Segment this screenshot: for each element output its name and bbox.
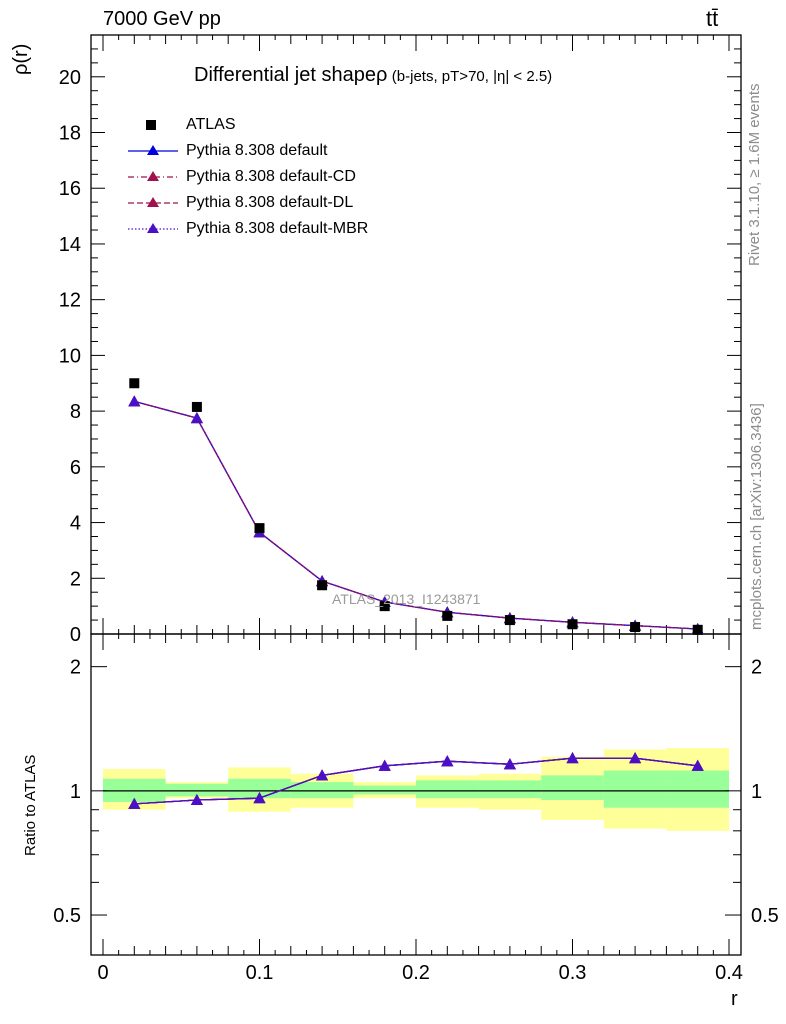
stat-uncertainty-band: [666, 770, 729, 808]
mc-data-point: [190, 412, 203, 424]
stat-uncertainty-band: [603, 770, 667, 808]
ratio-data-point: [566, 752, 579, 764]
legend: ATLAS Pythia 8.308 default Pythia 8.308 …: [120, 112, 368, 242]
atlas-data-point: [191, 401, 202, 412]
ratio-series-line: [134, 757, 698, 805]
energy-label: 7000 GeV pp: [103, 8, 221, 30]
y-tick-label: 18: [59, 123, 81, 145]
legend-line-dashdot-icon: [128, 171, 178, 181]
stat-uncertainty-band: [416, 780, 479, 799]
atlas-data-point: [567, 619, 578, 630]
ratio-data-point: [190, 794, 203, 806]
ratio-data-point: [503, 758, 516, 770]
y-tick-label: 8: [70, 401, 81, 423]
ratio-data-point: [316, 769, 329, 781]
y-tick-label: 4: [70, 513, 81, 535]
stat-uncertainty-band: [290, 782, 354, 799]
ratio-data-point: [253, 792, 266, 804]
x-tick-label: 0.2: [402, 962, 430, 984]
legend-marker-square-icon: [146, 120, 156, 130]
x-tick-label: 0.4: [715, 962, 743, 984]
legend-label: Pythia 8.308 default: [186, 142, 328, 159]
atlas-data-point: [254, 523, 265, 534]
rivet-label: Rivet 3.1.10, ≥ 1.6M events: [746, 83, 763, 267]
analysis-watermark: ATLAS_2013_I1243871: [332, 591, 481, 607]
ratio-y-tick-label: 1: [751, 781, 762, 803]
y-tick-label: 0: [70, 624, 81, 646]
mc-series-line: [134, 400, 698, 630]
y-tick-label: 2: [70, 568, 81, 590]
y-tick-label: 12: [59, 290, 81, 312]
x-tick-label: 0.3: [559, 962, 587, 984]
title-main: Differential jet shapeρ: [194, 64, 388, 86]
ratio-y-tick-label: 1: [70, 781, 81, 803]
ratio-data-point: [128, 797, 141, 809]
ratio-data-point: [441, 755, 454, 767]
stat-uncertainty-band: [228, 778, 291, 799]
legend-label: ATLAS: [186, 116, 236, 133]
ratio-y-tick-label: 2: [70, 657, 81, 679]
x-axis-label: r: [731, 988, 738, 1010]
legend-entry-dl: Pythia 8.308 default-DL: [120, 190, 368, 216]
legend-line-dotted-icon: [128, 223, 178, 233]
atlas-data-point: [317, 580, 328, 591]
atlas-data-point: [504, 615, 515, 626]
y-tick-label: 6: [70, 457, 81, 479]
x-tick-label: 0.1: [246, 962, 274, 984]
atlas-data-point: [692, 624, 703, 635]
title-sub: (b-jets, pT>70, |η| < 2.5): [391, 68, 553, 85]
stat-uncertainty-band: [478, 780, 542, 799]
atlas-data-point: [442, 610, 453, 621]
y-tick-label: 20: [59, 67, 81, 89]
legend-entry-atlas: ATLAS: [120, 112, 368, 138]
ratio-data-point: [629, 752, 642, 764]
legend-line-solid-icon: [128, 145, 178, 155]
stat-uncertainty-band: [353, 785, 416, 795]
y-tick-label: 14: [59, 234, 81, 256]
atlas-data-point: [379, 601, 390, 612]
ratio-y-tick-label: 0.5: [751, 905, 779, 927]
legend-entry-default: Pythia 8.308 default: [120, 138, 368, 164]
x-tick-label: 0: [97, 962, 108, 984]
ratio-y-axis-label: Ratio to ATLAS: [22, 754, 39, 856]
y-tick-label: 10: [59, 345, 81, 367]
y-axis-label: ρ(r): [10, 43, 32, 75]
ratio-y-tick-label: 0.5: [53, 905, 81, 927]
mcplots-label: mcplots.cern.ch [arXiv:1306.3436]: [748, 403, 765, 630]
ratio-data-point: [378, 759, 391, 771]
legend-label: Pythia 8.308 default-CD: [186, 168, 356, 185]
legend-label: Pythia 8.308 default-DL: [186, 194, 354, 211]
y-tick-label: 16: [59, 178, 81, 200]
legend-line-dash-icon: [128, 197, 178, 207]
atlas-data-point: [630, 622, 641, 633]
plot-title: Differential jet shapeρ (b-jets, pT>70, …: [194, 64, 552, 87]
legend-entry-mbr: Pythia 8.308 default-MBR: [120, 216, 368, 242]
legend-entry-cd: Pythia 8.308 default-CD: [120, 164, 368, 190]
mc-data-point: [128, 395, 141, 407]
atlas-data-point: [129, 378, 140, 389]
process-label: tt̄: [706, 6, 719, 31]
ratio-data-point: [691, 759, 704, 771]
ratio-y-tick-label: 2: [751, 657, 762, 679]
stat-uncertainty-band: [165, 783, 229, 797]
legend-label: Pythia 8.308 default-MBR: [186, 220, 369, 237]
stat-uncertainty-band: [541, 775, 604, 801]
